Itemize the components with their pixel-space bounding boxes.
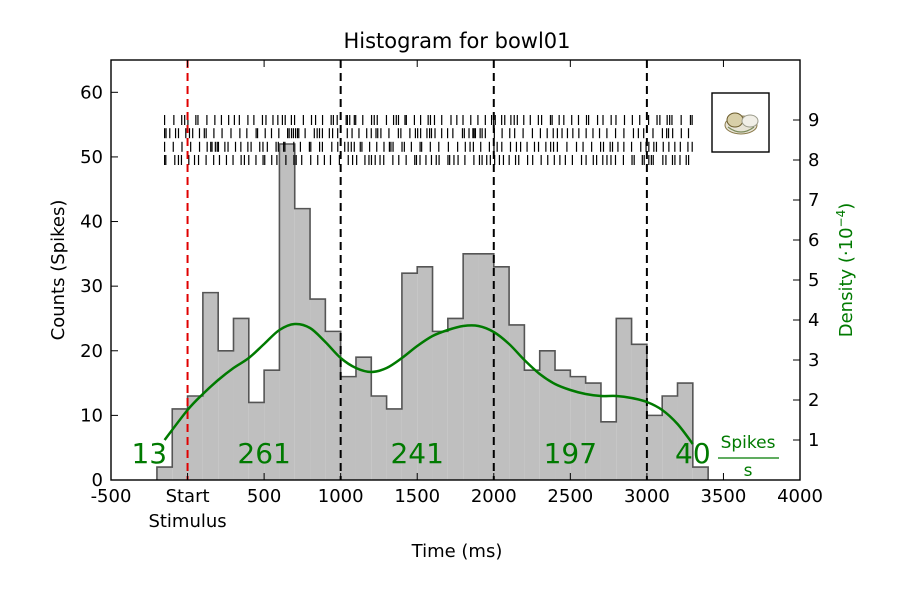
histogram-bar bbox=[218, 350, 234, 480]
x-tick-sublabel: Stimulus bbox=[148, 511, 226, 532]
histogram-bar bbox=[600, 421, 617, 480]
histogram-bar bbox=[585, 383, 601, 480]
histogram-bar bbox=[156, 467, 173, 480]
y2-tick-label: 4 bbox=[808, 310, 819, 331]
histogram-bars bbox=[156, 143, 709, 480]
axes: -500 Start 500 1000 1500 2000 2500 3000 3500 4000… bbox=[80, 59, 823, 507]
segment-count-label: 13 bbox=[131, 437, 167, 470]
density-curve bbox=[163, 322, 694, 445]
y-tick-label: 40 bbox=[80, 212, 103, 233]
histogram-bar bbox=[325, 331, 341, 480]
y2-tick-label: 6 bbox=[808, 230, 819, 251]
x-tick-label: 2500 bbox=[547, 486, 593, 507]
epoch-lines bbox=[186, 60, 648, 480]
histogram-bar bbox=[371, 396, 387, 480]
histogram-bar bbox=[463, 253, 479, 480]
segment-counts: 13 261 241 197 40 bbox=[131, 437, 710, 470]
plot-frame bbox=[110, 59, 801, 481]
histogram-bar bbox=[447, 318, 464, 480]
segment-count-label: 197 bbox=[544, 437, 597, 470]
histogram-bar bbox=[294, 208, 311, 480]
histogram-bar bbox=[432, 331, 448, 480]
histogram-bar bbox=[355, 357, 372, 480]
spike-raster bbox=[163, 115, 693, 165]
y-axis-label: Counts (Spikes) bbox=[48, 200, 69, 341]
histogram-bar bbox=[677, 383, 693, 480]
histogram-bar bbox=[555, 370, 571, 480]
y-tick-label: 50 bbox=[80, 147, 103, 168]
histogram-bar bbox=[417, 266, 433, 480]
x-axis-label: Time (ms) bbox=[411, 541, 503, 562]
x-tick-label: -500 bbox=[91, 486, 132, 507]
y-tick-label: 0 bbox=[92, 470, 103, 491]
histogram-bar bbox=[233, 318, 249, 480]
y2-axis-label-main: Density (·10 bbox=[836, 227, 857, 337]
rate-unit: Spikes s bbox=[718, 433, 779, 481]
x-tick-label: 4000 bbox=[777, 486, 823, 507]
segment-count-label: 241 bbox=[390, 437, 443, 470]
y2-tick-label: 2 bbox=[808, 390, 819, 411]
y2-tick-label: 8 bbox=[808, 150, 819, 171]
segment-count-label: 40 bbox=[675, 437, 711, 470]
rate-unit-numerator: Spikes bbox=[721, 433, 776, 453]
y-tick-label: 60 bbox=[80, 82, 103, 103]
y-tick-label: 10 bbox=[80, 405, 103, 426]
y-tick-label: 20 bbox=[80, 341, 103, 362]
x-tick-label: 500 bbox=[247, 486, 281, 507]
y2-tick-label: 9 bbox=[808, 110, 819, 131]
histogram-bar bbox=[662, 396, 678, 480]
y2-tick-label: 7 bbox=[808, 190, 819, 211]
histogram-outline bbox=[156, 143, 709, 480]
x-tick-label: 3000 bbox=[624, 486, 670, 507]
histogram-bar bbox=[248, 402, 265, 480]
y2-axis-label-end: ) bbox=[836, 203, 857, 210]
stimulus-thumbnail bbox=[711, 92, 770, 153]
histogram-bar bbox=[631, 344, 647, 480]
y2-tick-label: 5 bbox=[808, 270, 819, 291]
histogram-bar bbox=[279, 144, 295, 480]
histogram-bar bbox=[692, 467, 709, 480]
histogram-bar bbox=[509, 324, 525, 480]
histogram-bar bbox=[478, 253, 494, 480]
y2-axis-label-exponent: −4 bbox=[834, 210, 848, 228]
histogram-bar bbox=[493, 266, 510, 480]
histogram-bar bbox=[570, 376, 586, 480]
y-tick-label: 30 bbox=[80, 276, 103, 297]
x-tick-label: 3500 bbox=[701, 486, 747, 507]
histogram-bar bbox=[264, 370, 280, 480]
histogram-bar bbox=[386, 408, 402, 480]
histogram-bar bbox=[187, 396, 203, 480]
histogram-bar bbox=[616, 318, 632, 480]
x-tick-label: 2000 bbox=[471, 486, 517, 507]
histogram-bar bbox=[340, 376, 356, 480]
y2-axis-label: Density (·10−4) bbox=[834, 203, 857, 338]
y2-tick-label: 3 bbox=[808, 350, 819, 371]
histogram-bar bbox=[310, 299, 326, 480]
chart-title: Histogram for bowl01 bbox=[343, 29, 570, 53]
segment-count-label: 261 bbox=[237, 437, 290, 470]
x-tick-label: 1000 bbox=[318, 486, 364, 507]
bowl-icon bbox=[724, 112, 759, 135]
rate-unit-denominator: s bbox=[744, 461, 753, 481]
histogram-bar bbox=[401, 273, 418, 480]
histogram-bar bbox=[646, 415, 663, 480]
histogram-bar bbox=[524, 370, 540, 480]
x-tick-label: 1500 bbox=[394, 486, 440, 507]
y2-tick-label: 1 bbox=[808, 430, 819, 451]
x-tick-label: Start bbox=[166, 486, 210, 507]
